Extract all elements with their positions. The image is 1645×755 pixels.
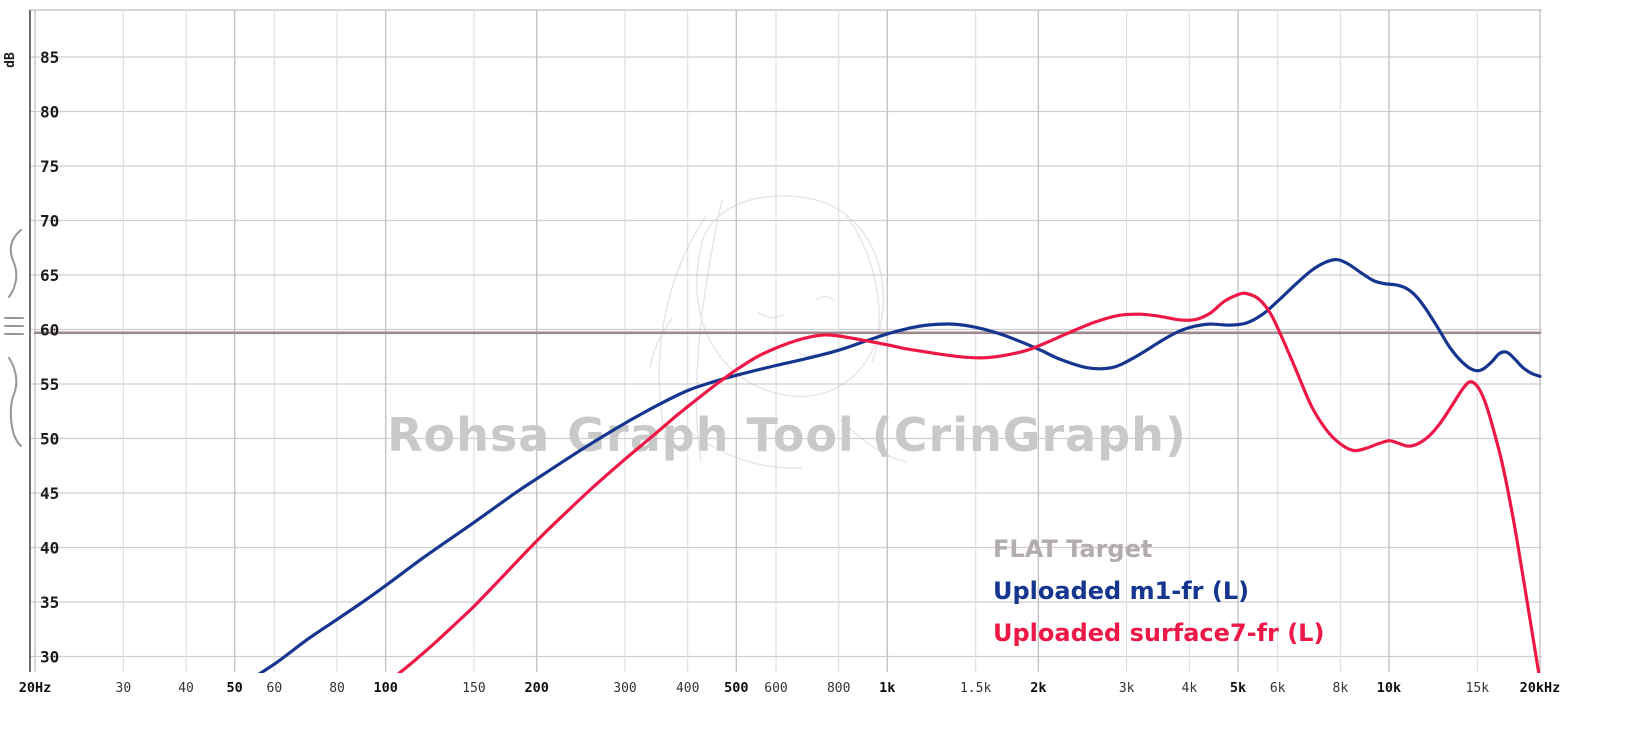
x-tick-label: 400: [676, 681, 699, 696]
x-tick-label: 20kHz: [1520, 680, 1561, 696]
watermark: Rohsa Graph Tool (CrinGraph): [387, 408, 1187, 462]
y-tick-label: 80: [40, 103, 59, 122]
x-tick-label: 8k: [1333, 681, 1349, 696]
x-tick-label: 1.5k: [960, 681, 991, 696]
curve-uploaded-surface7-fr-l-[interactable]: [386, 291, 1541, 684]
curve-uploaded-m1-fr-l-[interactable]: [243, 258, 1542, 684]
x-tick-label: 600: [764, 681, 787, 696]
x-tick-label: 150: [462, 681, 485, 696]
x-tick-label: 5k: [1230, 680, 1246, 696]
x-tick-label: 80: [329, 681, 345, 696]
y-axis-drag-handle-lower[interactable]: [8, 357, 22, 447]
x-tick-label: 30: [116, 681, 132, 696]
y-axis-unit-label: dB: [3, 52, 18, 68]
y-tick-label: 55: [40, 375, 59, 394]
legend-item-m1-fr[interactable]: Uploaded m1-fr (L): [993, 577, 1250, 605]
axis-labels: 85 80 75 70 65 60 55 50 45 40 35 30 20Hz 30 40 50 60 80 10…: [19, 48, 1561, 696]
x-tick-label: 20Hz: [19, 680, 52, 696]
x-tick-label: 100: [373, 680, 397, 696]
x-tick-label: 15k: [1466, 681, 1490, 696]
y-axis-grip-icon[interactable]: [4, 317, 24, 335]
x-tick-label: 6k: [1270, 681, 1286, 696]
y-tick-label: 85: [40, 48, 59, 67]
y-tick-label: 65: [40, 266, 59, 285]
x-tick-label: 4k: [1182, 681, 1198, 696]
y-tick-label: 35: [40, 593, 59, 612]
legend-item-flat-target[interactable]: FLAT Target: [993, 535, 1153, 563]
x-tick-label: 40: [178, 681, 194, 696]
y-tick-label: 40: [40, 539, 59, 558]
x-tick-label: 50: [227, 680, 243, 696]
y-tick-label: 30: [40, 648, 59, 667]
legend-item-surface7-fr[interactable]: Uploaded surface7-fr (L): [993, 619, 1325, 647]
y-tick-label: 75: [40, 157, 59, 176]
y-tick-label: 70: [40, 212, 59, 231]
x-tick-label: 1k: [879, 680, 895, 696]
grid-lines: [29, 9, 1542, 672]
y-tick-label: 45: [40, 484, 59, 503]
y-tick-label: 50: [40, 430, 59, 449]
y-axis-drag-handle-upper[interactable]: [8, 229, 22, 298]
curves-layer: [33, 258, 1542, 684]
y-tick-label: 60: [40, 321, 59, 340]
x-tick-label: 2k: [1030, 680, 1046, 696]
x-tick-label: 500: [724, 680, 748, 696]
x-tick-label: 60: [267, 681, 283, 696]
x-tick-label: 10k: [1377, 680, 1401, 696]
legend: FLAT Target Uploaded m1-fr (L) Uploaded …: [993, 533, 1324, 649]
x-tick-label: 300: [613, 681, 636, 696]
x-tick-label: 200: [524, 680, 548, 696]
x-tick-label: 800: [827, 681, 850, 696]
x-tick-label: 3k: [1119, 681, 1135, 696]
